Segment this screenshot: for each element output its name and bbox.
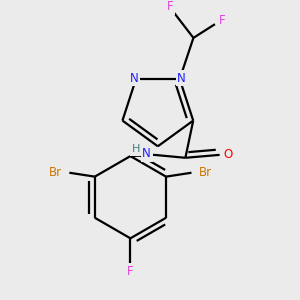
- Text: O: O: [224, 148, 233, 161]
- Text: F: F: [167, 0, 173, 13]
- Text: F: F: [218, 14, 225, 27]
- Text: Br: Br: [48, 166, 62, 179]
- Text: Br: Br: [199, 166, 212, 179]
- Text: N: N: [130, 71, 138, 85]
- Text: N: N: [177, 71, 186, 85]
- Text: N: N: [142, 147, 151, 161]
- Text: H: H: [132, 144, 140, 154]
- Text: F: F: [127, 265, 134, 278]
